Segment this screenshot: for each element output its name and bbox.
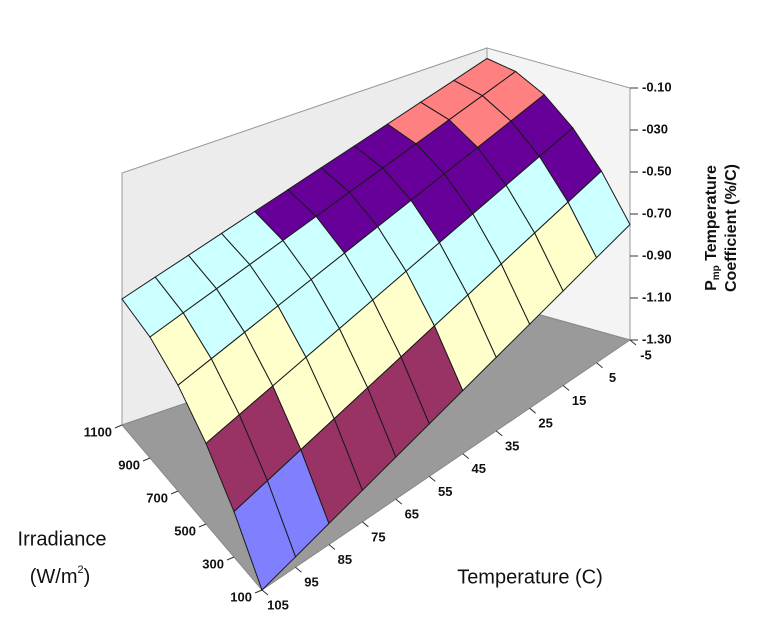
z-tick-label: -1.10: [642, 289, 672, 304]
x-tick-label: 95: [304, 575, 318, 590]
z-label-line2: Coefficient (%/C): [723, 164, 740, 292]
y-tick-label: 700: [146, 490, 168, 505]
y-tick: [254, 589, 263, 594]
x-tick-label: 45: [471, 461, 485, 476]
x-tick: [362, 521, 369, 528]
x-tick: [495, 430, 503, 437]
y-tick: [142, 457, 151, 462]
x-tick-label: 35: [505, 438, 519, 453]
z-label-sub: mp: [711, 265, 722, 280]
x-tick-label: 15: [572, 393, 586, 408]
x-tick: [295, 566, 302, 573]
x-axis-label: Temperature (C): [457, 566, 603, 588]
y-unit-text: (W/m: [30, 566, 78, 588]
x-tick-label: 25: [538, 416, 552, 431]
z-label-line1: Pmp Temperature: [703, 165, 721, 291]
x-tick: [529, 407, 536, 414]
x-tick-label: 55: [438, 484, 452, 499]
z-tick-label: -030: [642, 121, 668, 136]
x-tick: [629, 339, 637, 346]
x-tick: [428, 475, 436, 482]
x-tick: [462, 453, 470, 460]
y-tick: [198, 523, 207, 528]
x-tick-label: 85: [338, 552, 352, 567]
z-axis-label: Pmp Temperature Coefficient (%/C): [703, 164, 740, 292]
y-tick: [170, 490, 179, 495]
x-tick: [328, 544, 336, 550]
y-axis-label: Irradiance: [18, 528, 107, 550]
y-unit-sup: 2: [77, 564, 83, 576]
x-tick-label: 105: [267, 597, 289, 612]
y-tick-label: 100: [230, 589, 252, 604]
x-tick-label: 5: [609, 370, 616, 385]
z-tick-label: -0.90: [642, 247, 672, 262]
y-tick: [114, 424, 123, 429]
y-unit-close: ): [84, 566, 91, 588]
z-tick-label: -0.10: [642, 79, 672, 94]
z-tick-label: -0.70: [642, 205, 672, 220]
y-tick-label: 1100: [84, 424, 112, 439]
x-tick-label: -5: [640, 347, 652, 362]
x-tick: [596, 362, 603, 369]
y-tick-label: 500: [174, 523, 196, 538]
x-tick: [395, 498, 403, 505]
y-tick-label: 900: [118, 457, 140, 472]
z-tick-label: -1.30: [642, 331, 672, 346]
z-label-p: P: [703, 280, 720, 291]
surface-cell: [233, 479, 297, 591]
x-tick: [562, 385, 570, 391]
x-tick-label: 65: [405, 507, 419, 522]
plot-area: -0.10 -030 -0.50 -0.70 -0.90 -1.10 -1.30-5 5 15 2…: [84, 47, 672, 612]
z-tick-label: -0.50: [642, 163, 672, 178]
x-tick: [261, 589, 269, 596]
x-tick-label: 75: [371, 529, 385, 544]
z-label-rest: Temperature: [703, 165, 720, 265]
y-tick: [226, 556, 235, 561]
y-tick-label: 300: [202, 556, 224, 571]
y-axis-unit: (W/m2): [30, 564, 91, 588]
